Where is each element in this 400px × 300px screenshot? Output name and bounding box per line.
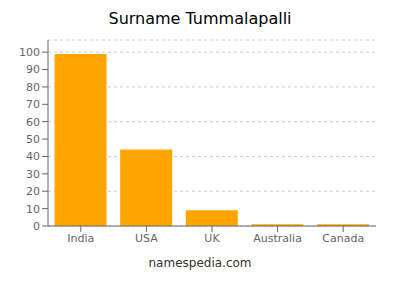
html-text:Surname Tummalapalli: Surname Tummalapalli bbox=[108, 9, 292, 28]
svg-text:40: 40 bbox=[26, 150, 40, 163]
svg-text:10: 10 bbox=[26, 203, 40, 216]
svg-text:Australia: Australia bbox=[253, 232, 302, 245]
svg-text:USA: USA bbox=[135, 232, 158, 245]
svg-text:70: 70 bbox=[26, 98, 40, 111]
svg-text:UK: UK bbox=[204, 232, 220, 245]
svg-text:0: 0 bbox=[33, 220, 40, 233]
svg-text:50: 50 bbox=[26, 133, 40, 146]
html-text:namespedia.com: namespedia.com bbox=[148, 256, 252, 270]
svg-text:100: 100 bbox=[19, 46, 40, 59]
svg-text:India: India bbox=[67, 232, 94, 245]
svg-text:30: 30 bbox=[26, 168, 40, 181]
svg-text:Canada: Canada bbox=[322, 232, 364, 245]
svg-text:90: 90 bbox=[26, 63, 40, 76]
svg-text:20: 20 bbox=[26, 185, 40, 198]
svg-text:80: 80 bbox=[26, 81, 40, 94]
svg-text:60: 60 bbox=[26, 116, 40, 129]
